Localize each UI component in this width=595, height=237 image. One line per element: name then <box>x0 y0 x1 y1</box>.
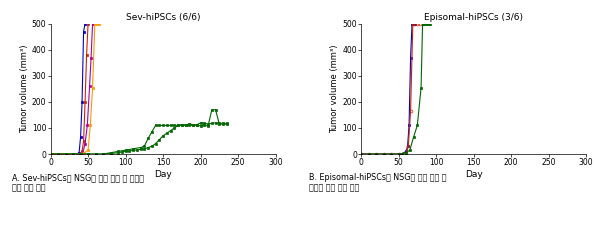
Text: A. Sev-hiPSCs를 NSG에 피하 투여 후 발생한
종양 증식 속도: A. Sev-hiPSCs를 NSG에 피하 투여 후 발생한 종양 증식 속도 <box>12 173 144 192</box>
X-axis label: Day: Day <box>465 170 483 179</box>
X-axis label: Day: Day <box>154 170 172 179</box>
Title: Episomal-hiPSCs (3/6): Episomal-hiPSCs (3/6) <box>424 13 523 22</box>
Y-axis label: Tumor volume (mm³): Tumor volume (mm³) <box>20 45 29 133</box>
Y-axis label: Tumor volume (mm³): Tumor volume (mm³) <box>330 45 340 133</box>
Text: B. Episomal-hiPSCs를 NSG에 피하 투여 후
발생한 종양 증식 속도: B. Episomal-hiPSCs를 NSG에 피하 투여 후 발생한 종양 … <box>309 173 447 192</box>
Title: Sev-hiPSCs (6/6): Sev-hiPSCs (6/6) <box>126 13 201 22</box>
